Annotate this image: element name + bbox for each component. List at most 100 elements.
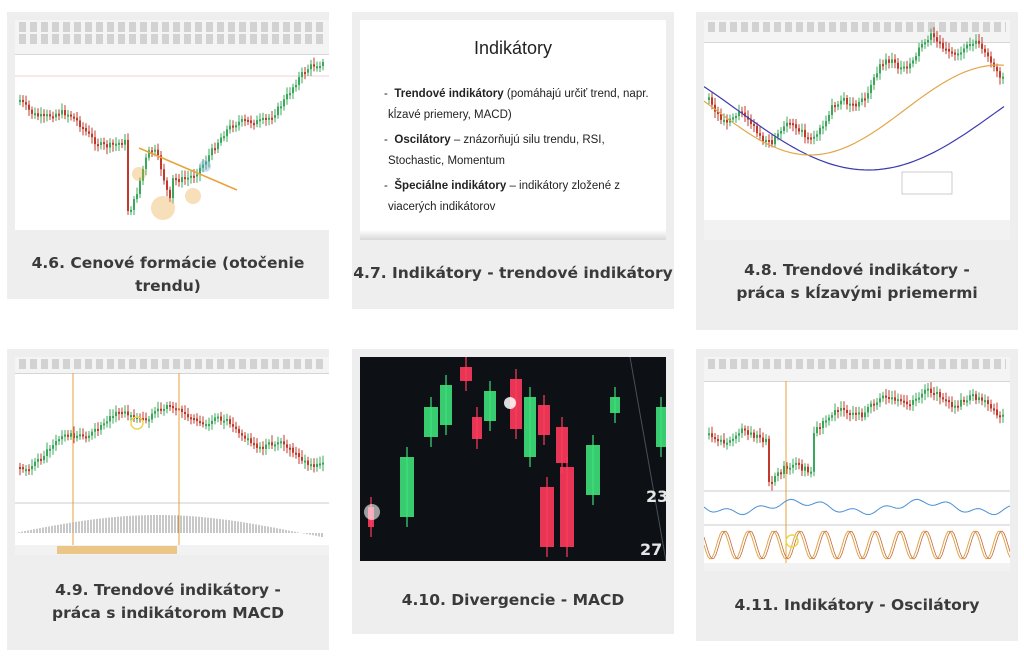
- candle: [783, 126, 785, 131]
- chart-thumbnail-oscillators[interactable]: [704, 357, 1010, 571]
- candle: [987, 52, 989, 57]
- candle: [58, 439, 60, 442]
- candle: [91, 133, 93, 138]
- highlight-circle: [785, 534, 799, 548]
- candle: [172, 178, 174, 199]
- candle: [97, 428, 99, 431]
- candle: [298, 77, 300, 86]
- candle: [720, 113, 722, 120]
- candle: [106, 144, 108, 148]
- lesson-card-4-10[interactable]: 23 27 4.10. Divergencie - MACD: [352, 349, 674, 634]
- candle: [999, 71, 1001, 78]
- candle: [94, 137, 96, 145]
- candle: [55, 441, 57, 446]
- candle: [792, 123, 794, 126]
- candle: [151, 150, 153, 153]
- candle: [295, 452, 297, 455]
- candle: [882, 64, 884, 67]
- candle: [846, 409, 848, 414]
- candle: [61, 436, 63, 440]
- candle: [58, 113, 60, 116]
- lesson-card-4-11[interactable]: 4.11. Indikátory - Oscilátory: [696, 349, 1018, 641]
- candle: [909, 404, 911, 407]
- photo-thumbnail-divergence[interactable]: 23 27: [360, 357, 666, 561]
- candle: [888, 59, 890, 63]
- candle: [67, 114, 69, 117]
- candle: [774, 137, 776, 145]
- candle: [813, 433, 815, 472]
- candle: [954, 52, 956, 55]
- candle: [232, 424, 234, 427]
- candle: [208, 424, 210, 427]
- candle: [274, 115, 276, 118]
- candle: [810, 471, 812, 474]
- chart-thumbnail-moving-averages[interactable]: [704, 20, 1010, 240]
- candle: [253, 443, 255, 446]
- candle: [154, 411, 156, 414]
- candle: [990, 56, 992, 63]
- trendline: [138, 147, 238, 191]
- tooltip-box: [901, 171, 953, 195]
- lesson-caption: 4.10. Divergencie - MACD: [401, 591, 625, 609]
- candle: [295, 85, 297, 88]
- candle: [37, 113, 39, 117]
- lesson-card-4-9[interactable]: 4.9. Trendové indikátory - práca s indik…: [7, 349, 329, 650]
- neon-candle: [538, 405, 550, 435]
- candle: [855, 412, 857, 415]
- candle: [61, 110, 63, 115]
- candle: [972, 394, 974, 397]
- candle: [118, 411, 120, 414]
- candle: [918, 397, 920, 400]
- candle: [822, 126, 824, 129]
- candle: [789, 122, 791, 125]
- candle: [43, 113, 45, 116]
- candle: [723, 119, 725, 122]
- candle: [936, 37, 938, 42]
- candle: [196, 174, 198, 177]
- candle: [205, 424, 207, 427]
- candle: [70, 433, 72, 437]
- candle: [846, 98, 848, 105]
- candle: [304, 72, 306, 75]
- candle: [849, 103, 851, 106]
- candle: [753, 432, 755, 438]
- candle: [735, 116, 737, 119]
- candle: [253, 123, 255, 126]
- lesson-card-4-8[interactable]: 4.8. Trendové indikátory - práca s kĺzav…: [696, 12, 1018, 330]
- lesson-card-4-7[interactable]: Indikátory - Trendové indikátory (pomáha…: [352, 12, 674, 309]
- candle: [795, 124, 797, 129]
- candle: [864, 412, 866, 418]
- candle: [744, 112, 746, 117]
- candle: [241, 433, 243, 436]
- candle: [948, 48, 950, 52]
- candle: [756, 125, 758, 134]
- candle: [951, 51, 953, 54]
- candle: [244, 435, 246, 439]
- candle: [1002, 76, 1004, 79]
- candle: [235, 426, 237, 429]
- neon-candles-photo: 23 27: [364, 357, 666, 561]
- candle: [64, 434, 66, 437]
- chart-thumbnail-price-formations[interactable]: [15, 20, 329, 230]
- candle: [283, 99, 285, 107]
- moving-average-slow: [704, 86, 1005, 171]
- candle: [927, 388, 929, 391]
- candle: [894, 59, 896, 63]
- candle: [834, 105, 836, 108]
- candle: [217, 416, 219, 419]
- candle: [717, 111, 719, 114]
- candle: [166, 405, 168, 409]
- candle: [52, 116, 54, 119]
- candle: [247, 119, 249, 122]
- slide-thumbnail-indicators[interactable]: Indikátory - Trendové indikátory (pomáha…: [360, 20, 666, 240]
- chart-thumbnail-macd[interactable]: [15, 357, 329, 555]
- candle: [876, 73, 878, 78]
- candle: [915, 56, 917, 61]
- oscillator-chart: [704, 381, 1010, 571]
- candle: [313, 64, 315, 67]
- candle: [193, 418, 195, 421]
- candle: [22, 99, 24, 103]
- candle: [292, 447, 294, 453]
- lesson-card-4-6[interactable]: 4.6. Cenové formácie (otočenie trendu): [7, 12, 329, 299]
- candle: [67, 434, 69, 437]
